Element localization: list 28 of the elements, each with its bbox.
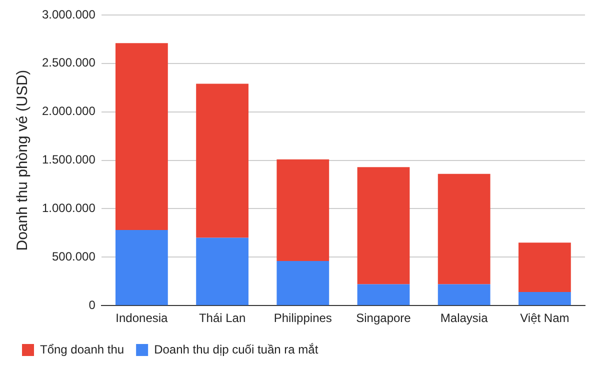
y-tick-label: 2.500.000 bbox=[42, 56, 96, 70]
bar bbox=[115, 230, 168, 306]
bar bbox=[357, 167, 410, 284]
legend-label: Doanh thu dịp cuối tuần ra mắt bbox=[154, 342, 319, 356]
x-tick-label: Thái Lan bbox=[198, 311, 246, 326]
bar bbox=[196, 238, 248, 306]
x-tick-label: Việt Nam bbox=[520, 311, 570, 326]
y-axis-title: Doanh thu phòng vé (USD) bbox=[14, 70, 32, 251]
x-tick-label: Malaysia bbox=[440, 311, 488, 326]
y-tick-label: 0 bbox=[88, 298, 96, 312]
bar bbox=[196, 84, 248, 238]
x-tick-label: Philippines bbox=[274, 311, 332, 326]
bar bbox=[276, 159, 330, 262]
y-tick-label: 1.500.000 bbox=[42, 152, 96, 167]
y-tick-label: 1.000.000 bbox=[42, 201, 96, 216]
y-tick-label: 2.000.000 bbox=[42, 104, 96, 118]
x-tick-label: Singapore bbox=[356, 311, 412, 326]
bar bbox=[115, 43, 168, 230]
legend-label: Tổng doanh thu bbox=[40, 342, 124, 356]
bar bbox=[518, 292, 571, 306]
y-tick-label: 500.000 bbox=[52, 249, 96, 264]
bar bbox=[357, 284, 410, 306]
y-tick-label: 3.000.000 bbox=[42, 7, 96, 22]
bar bbox=[438, 284, 490, 306]
x-tick-label: Indonesia bbox=[116, 311, 168, 326]
bar bbox=[518, 242, 571, 292]
bar bbox=[438, 174, 490, 284]
bar bbox=[276, 261, 330, 306]
